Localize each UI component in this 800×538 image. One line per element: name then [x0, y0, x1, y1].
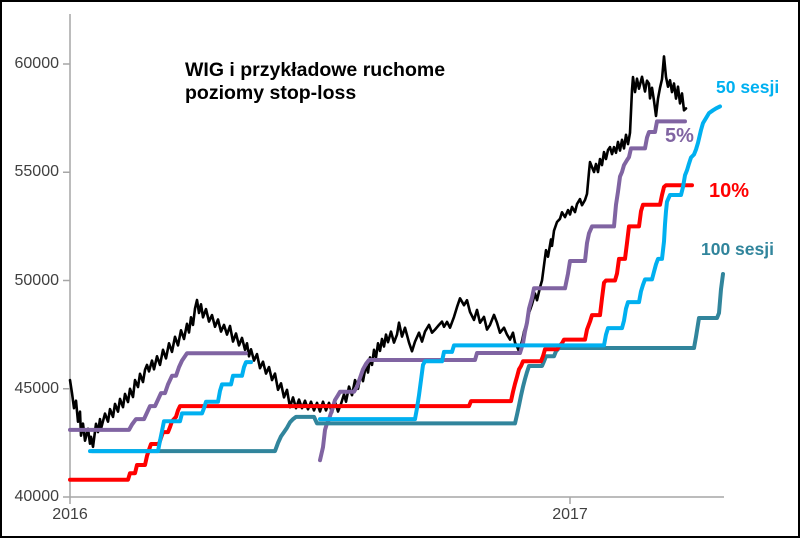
y-tick-label: 50000 [14, 271, 60, 289]
y-tick-label: 60000 [14, 55, 60, 72]
series-line-100-sesji [90, 272, 725, 454]
label-50-sesji: 50 sesji [716, 77, 780, 97]
chart-title: WIG i przykładowe ruchome poziomy stop-l… [185, 59, 445, 105]
label-100-sesji: 100 sesji [701, 239, 774, 259]
x-tick-label: 2016 [52, 506, 88, 523]
chart-title-line1: WIG i przykładowe ruchome [185, 59, 446, 81]
y-tick-label: 55000 [14, 163, 60, 181]
chart-title-line2: poziomy stop-loss [185, 82, 357, 104]
series-line-50-sesji [318, 104, 722, 422]
label-10pct: 10% [709, 180, 750, 202]
label-5pct: 5% [665, 125, 694, 147]
x-tick-label: 2017 [552, 506, 588, 523]
y-tick-label: 45000 [14, 379, 60, 397]
series-line-50-sesji [88, 360, 253, 454]
series-line-10 [68, 183, 694, 482]
series-line-wig [68, 55, 688, 449]
series-line-5 [318, 119, 687, 463]
series-line-5 [68, 351, 248, 432]
y-tick-label: 40000 [14, 488, 60, 505]
